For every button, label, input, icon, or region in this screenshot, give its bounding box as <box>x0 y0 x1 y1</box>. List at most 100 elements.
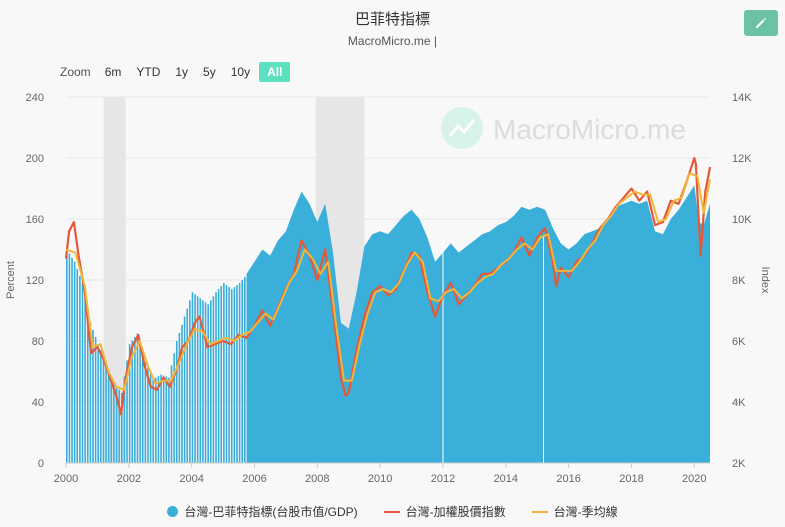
buffett-bar[interactable] <box>236 285 238 463</box>
zoom-10y-button[interactable]: 10y <box>230 65 251 79</box>
zoom-6m-button[interactable]: 6m <box>104 65 122 79</box>
buffett-bar[interactable] <box>212 296 215 463</box>
buffett-bar[interactable] <box>202 300 204 463</box>
buffett-bar[interactable] <box>191 292 194 463</box>
buffett-bar[interactable] <box>94 336 97 463</box>
buffett-bar[interactable] <box>107 369 110 463</box>
buffett-bar[interactable] <box>81 283 84 463</box>
buffett-bar[interactable] <box>139 343 141 463</box>
buffett-bar[interactable] <box>92 329 94 463</box>
buffett-bar[interactable] <box>225 285 228 463</box>
zoom-1y-button[interactable]: 1y <box>175 65 189 79</box>
y-right-tick-label: 14K <box>732 92 752 104</box>
buffett-bar[interactable] <box>147 367 149 463</box>
buffett-bar[interactable] <box>196 296 199 463</box>
buffett-series[interactable] <box>66 185 710 463</box>
buffett-bar[interactable] <box>230 289 233 463</box>
buffett-bar[interactable] <box>244 276 246 463</box>
buffett-bar[interactable] <box>128 344 131 463</box>
buffett-bar[interactable] <box>181 324 183 463</box>
buffett-bar[interactable] <box>71 257 73 463</box>
buffett-bar[interactable] <box>120 392 123 463</box>
buffett-bar[interactable] <box>89 322 92 463</box>
buffett-bar[interactable] <box>175 341 178 463</box>
buffett-bar[interactable] <box>86 309 89 463</box>
buffett-bar[interactable] <box>217 289 220 463</box>
buffett-bar[interactable] <box>134 336 136 463</box>
buffett-bar[interactable] <box>76 268 79 463</box>
buffett-bar[interactable] <box>105 362 107 463</box>
buffett-bar[interactable] <box>68 253 71 463</box>
buffett-bar[interactable] <box>209 300 212 463</box>
edit-button[interactable] <box>744 10 778 36</box>
zoom-5y-button[interactable]: 5y <box>203 65 216 79</box>
buffett-bar[interactable] <box>97 344 100 463</box>
buffett-bar[interactable] <box>194 294 196 463</box>
zoom-all-button[interactable]: All <box>259 62 291 82</box>
legend-item-taiex[interactable]: 台灣-加權股價指數 <box>383 503 506 520</box>
buffett-bar[interactable] <box>155 377 157 463</box>
buffett-bar[interactable] <box>220 286 223 463</box>
ma-line[interactable] <box>65 172 711 391</box>
buffett-bar[interactable] <box>152 379 154 463</box>
zoom-ytd-button[interactable]: YTD <box>136 65 161 79</box>
buffett-bar[interactable] <box>178 332 181 463</box>
buffett-bar[interactable] <box>136 333 139 463</box>
buffett-bar[interactable] <box>126 360 128 463</box>
buffett-bar[interactable] <box>157 376 160 463</box>
y-left-tick-label: 80 <box>32 336 44 348</box>
buffett-bar[interactable] <box>131 340 134 463</box>
legend-item-ma[interactable]: 台灣-季均線 <box>531 503 618 520</box>
buffett-bar[interactable] <box>66 249 68 464</box>
legend-dot-icon <box>167 506 179 517</box>
buffett-bar[interactable] <box>144 362 147 463</box>
buffett-bar[interactable] <box>238 283 241 463</box>
buffett-bar[interactable] <box>162 375 165 463</box>
buffett-bar[interactable] <box>110 376 113 463</box>
buffett-bar[interactable] <box>149 373 152 463</box>
legend-label: 台灣-巴菲特指標(台股市值/GDP) <box>184 505 358 519</box>
buffett-bar[interactable] <box>113 383 115 463</box>
buffett-bar[interactable] <box>207 304 209 463</box>
axes: 0 40 80 120 160 200 240 2K 4K 6K 8K 10K 12K 14K 2000 20… <box>26 92 753 485</box>
legend-line-icon <box>531 510 548 513</box>
legend-item-buffett[interactable]: 台灣-巴菲特指標(台股市值/GDP) <box>167 503 358 520</box>
buffett-bar[interactable] <box>123 376 126 463</box>
buffett-bar[interactable] <box>199 298 202 463</box>
x-tick-label: 2004 <box>179 473 203 485</box>
buffett-bar[interactable] <box>241 280 243 463</box>
buffett-bar[interactable] <box>84 296 86 463</box>
buffett-bar[interactable] <box>189 300 191 463</box>
buffett-bar[interactable] <box>215 292 217 463</box>
y-left-tick-label: 40 <box>32 397 44 409</box>
buffett-bar[interactable] <box>141 352 144 463</box>
buffett-bar[interactable] <box>173 353 175 463</box>
ma-series[interactable] <box>65 172 711 391</box>
buffett-bar[interactable] <box>79 275 81 463</box>
y-left-tick-label: 200 <box>26 153 44 165</box>
x-tick-label: 2018 <box>619 473 643 485</box>
legend: 台灣-巴菲特指標(台股市值/GDP) 台灣-加權股價指數 台灣-季均線 <box>0 503 785 520</box>
buffett-bar[interactable] <box>204 302 207 463</box>
buffett-bar[interactable] <box>73 261 76 463</box>
buffett-bar[interactable] <box>168 377 170 463</box>
zoom-label: Zoom <box>60 65 91 79</box>
buffett-bar[interactable] <box>115 386 118 463</box>
buffett-area[interactable] <box>246 185 710 463</box>
buffett-bar[interactable] <box>186 308 189 463</box>
x-tick-label: 2014 <box>494 473 518 485</box>
buffett-bar[interactable] <box>165 376 168 463</box>
buffett-bar[interactable] <box>223 283 225 463</box>
legend-line-icon <box>383 510 400 513</box>
y-left-tick-label: 0 <box>38 458 44 470</box>
buffett-bar[interactable] <box>118 389 120 463</box>
buffett-bar[interactable] <box>233 287 236 463</box>
buffett-bar[interactable] <box>102 356 105 463</box>
buffett-bar[interactable] <box>100 350 102 463</box>
buffett-bar[interactable] <box>160 374 162 463</box>
y-right-tick-label: 8K <box>732 275 746 287</box>
buffett-bar[interactable] <box>228 287 230 463</box>
buffett-bar[interactable] <box>183 316 186 463</box>
buffett-bar[interactable] <box>170 365 173 463</box>
y-right-tick-label: 2K <box>732 458 746 470</box>
